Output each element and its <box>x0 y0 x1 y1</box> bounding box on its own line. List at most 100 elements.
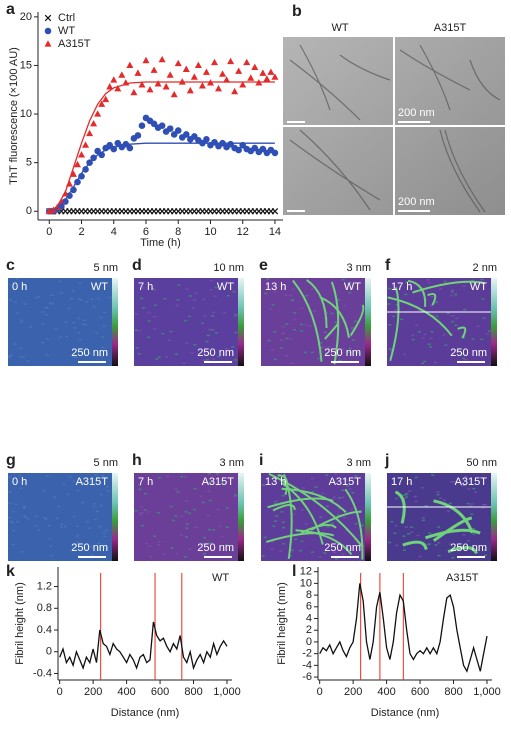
texture <box>338 497 342 499</box>
texture <box>23 516 27 518</box>
afm-panel: g 5 nm 0 h A315T 250 nm <box>6 452 118 561</box>
texture <box>206 514 210 517</box>
texture <box>101 474 105 477</box>
texture <box>262 484 266 486</box>
y-tick-label: 0.4 <box>37 624 52 636</box>
color-bar <box>238 473 244 561</box>
texture <box>142 307 146 309</box>
texture <box>424 504 428 507</box>
texture <box>23 303 27 305</box>
fibril <box>277 474 289 496</box>
texture <box>142 287 146 289</box>
color-bar <box>365 473 371 561</box>
y-tick-label: 6 <box>306 601 312 613</box>
y-tick-label: 5 <box>26 157 32 169</box>
height-scale: 2 nm <box>473 262 497 274</box>
height-scale: 5 nm <box>94 457 118 469</box>
texture <box>408 490 412 492</box>
texture <box>471 279 475 282</box>
x-tick-label: 0 <box>46 226 52 238</box>
color-bar <box>112 278 118 366</box>
texture <box>414 476 418 479</box>
marker <box>78 151 86 158</box>
texture <box>282 526 286 529</box>
afm-panel: i 3 nm 13 h A315T 250 nm <box>259 452 371 561</box>
texture <box>104 529 108 532</box>
marker <box>126 61 134 69</box>
texture <box>45 354 49 356</box>
texture <box>304 324 308 326</box>
texture <box>472 533 476 535</box>
panel-letter: d <box>132 257 142 274</box>
texture <box>316 357 320 360</box>
texture <box>463 484 467 487</box>
texture <box>351 491 355 494</box>
texture <box>107 490 111 492</box>
texture <box>410 531 414 534</box>
texture <box>300 540 304 543</box>
texture <box>65 335 69 338</box>
texture <box>435 315 439 318</box>
texture <box>348 291 352 294</box>
texture <box>48 302 52 304</box>
texture <box>100 355 104 357</box>
texture <box>216 508 220 511</box>
texture <box>436 493 440 496</box>
texture <box>51 303 55 305</box>
x-tick-label: 0 <box>57 686 63 698</box>
texture <box>180 515 184 517</box>
texture <box>343 305 347 307</box>
texture <box>140 297 144 300</box>
texture <box>48 538 52 540</box>
texture <box>50 294 54 296</box>
x-tick-label: 200 <box>84 686 102 698</box>
texture <box>334 321 338 323</box>
texture <box>66 493 70 496</box>
texture <box>427 343 431 345</box>
x-tick-label: 10 <box>204 226 216 238</box>
marker <box>267 68 275 75</box>
marker <box>170 90 178 98</box>
texture <box>266 281 270 284</box>
texture <box>203 354 207 356</box>
panel-letter: j <box>384 452 389 469</box>
texture <box>200 542 204 545</box>
texture <box>202 298 206 301</box>
sample-label: WT <box>91 281 108 293</box>
texture <box>311 551 315 553</box>
x-tick-label: 800 <box>184 686 202 698</box>
texture <box>22 505 26 508</box>
afm-panel: c 5 nm 0 h WT 250 nm <box>6 257 118 366</box>
sample-label: WT <box>217 281 234 293</box>
y-tick-label: 12 <box>300 566 312 578</box>
texture <box>37 295 41 298</box>
texture <box>42 490 46 493</box>
texture <box>19 319 23 322</box>
texture <box>464 475 468 478</box>
texture <box>219 525 223 528</box>
scale-bar-label: 200 nm <box>398 196 435 208</box>
texture <box>77 317 81 320</box>
texture <box>23 284 27 287</box>
afm-panel: h 3 nm 7 h A315T 250 nm <box>132 452 244 561</box>
texture <box>325 474 329 476</box>
texture <box>439 497 443 499</box>
texture <box>474 491 478 494</box>
marker <box>78 172 85 180</box>
texture <box>53 496 57 498</box>
texture <box>190 352 194 354</box>
texture <box>90 554 94 556</box>
fibril <box>281 487 347 514</box>
texture <box>185 523 189 525</box>
texture <box>67 307 71 310</box>
texture <box>298 549 302 552</box>
color-bar <box>238 278 244 366</box>
texture <box>415 324 419 326</box>
texture <box>208 328 212 331</box>
texture <box>193 344 197 346</box>
texture <box>58 336 62 339</box>
texture <box>171 519 175 522</box>
afm-image <box>134 278 238 366</box>
texture <box>184 510 188 513</box>
sample-label: A315T <box>202 476 235 488</box>
